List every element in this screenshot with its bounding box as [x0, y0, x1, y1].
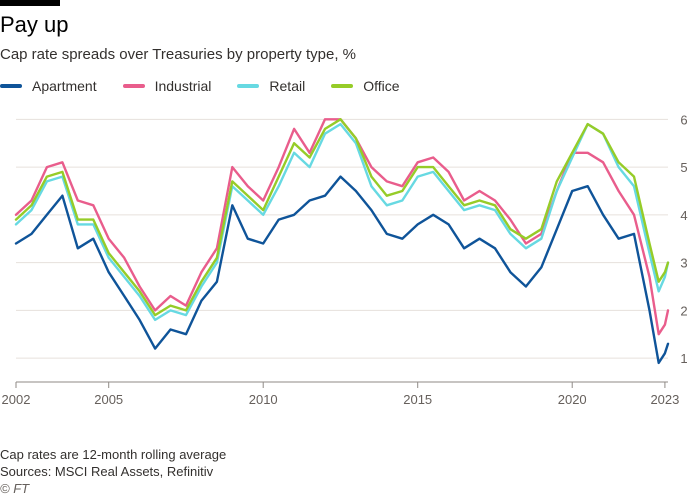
legend-label-retail: Retail	[269, 78, 306, 94]
legend-item-apartment: Apartment	[0, 78, 97, 94]
y-tick-label: 1	[680, 351, 687, 366]
legend-swatch-office	[331, 84, 354, 88]
x-tick-label: 2015	[403, 392, 432, 407]
x-tick-label: 2023	[650, 392, 679, 407]
chart-subtitle: Cap rate spreads over Treasuries by prop…	[0, 46, 357, 63]
series-line-industrial	[14, 118, 670, 336]
y-tick-label: 5	[680, 160, 687, 175]
legend-label-office: Office	[363, 78, 400, 94]
x-tick-label: 2020	[558, 392, 587, 407]
legend-label-apartment: Apartment	[32, 78, 97, 94]
series-line-office	[14, 118, 670, 317]
y-tick-label: 6	[680, 112, 687, 127]
ft-credit: © FT	[0, 481, 30, 496]
legend-swatch-apartment	[0, 84, 22, 88]
legend-item-industrial: Industrial	[122, 78, 212, 94]
x-tick-label: 2005	[94, 392, 123, 407]
legend-item-retail: Retail	[237, 78, 305, 94]
series-line-apartment	[14, 175, 670, 365]
legend: Apartment Industrial Retail Office	[0, 78, 426, 94]
legend-item-office: Office	[331, 78, 400, 94]
legend-swatch-retail	[237, 84, 260, 88]
brand-bar	[0, 0, 60, 6]
line-chart: 1 2 3 4 5 6 2002 2005 2010 2015 2020 2023	[2, 112, 688, 407]
y-tick-label: 3	[680, 256, 687, 271]
y-tick-label: 4	[680, 208, 687, 223]
legend-swatch-industrial	[122, 84, 145, 88]
series-line-retail	[14, 122, 670, 322]
sources: Sources: MSCI Real Assets, Refinitiv	[0, 464, 214, 479]
y-tick-label: 2	[680, 303, 687, 318]
chart-title: Pay up	[0, 12, 69, 37]
footnote: Cap rates are 12-month rolling average	[0, 447, 227, 462]
x-tick-label: 2010	[249, 392, 278, 407]
x-tick-label: 2002	[2, 392, 31, 407]
legend-label-industrial: Industrial	[154, 78, 212, 94]
